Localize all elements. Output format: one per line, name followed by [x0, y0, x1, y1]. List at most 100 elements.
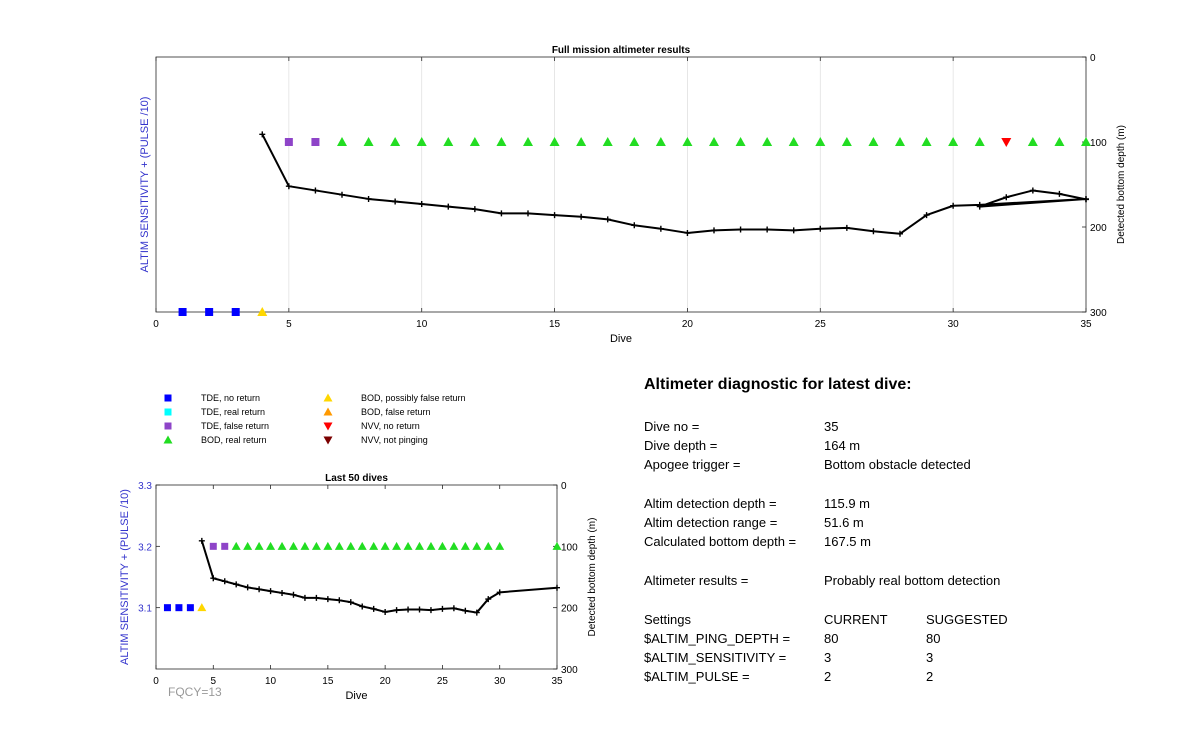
legend-label: BOD, real return — [201, 435, 267, 445]
last-50-marker-bod-real-return — [460, 541, 470, 550]
last-50-ytick-left-label: 3.2 — [138, 542, 152, 553]
full-mission-marker-bod-real-return — [655, 137, 666, 146]
last-50-depth-point — [267, 588, 274, 595]
legend-marker-bod-real-return — [163, 435, 173, 444]
full-mission-depth-point — [1083, 196, 1089, 203]
last-50-depth-point — [244, 584, 251, 591]
full-mission-depth-line — [261, 133, 1087, 235]
last-50-marker-bod-real-return — [266, 541, 276, 550]
last-50-xtick-label: 35 — [551, 676, 563, 687]
full-mission-depth-point — [365, 195, 372, 202]
last-50-plot-area — [155, 484, 558, 670]
legend-marker-tde-no-return — [164, 394, 172, 402]
legend-label: NVV, no return — [361, 421, 420, 431]
full-mission-depth-point — [551, 212, 558, 219]
full-mission-xtick-label: 25 — [815, 319, 827, 330]
full-mission-ylabel-left: ALTIM SENSITIVITY + (PULSE /10) — [139, 97, 151, 273]
last-50-xtick-label: 10 — [265, 676, 277, 687]
full-mission-marker-nvv-no-return — [1001, 138, 1012, 147]
setting-label: $ALTIM_PING_DEPTH = — [644, 631, 791, 646]
full-mission-depth-point — [817, 225, 824, 232]
legend-marker-nvv-not-pinging — [323, 436, 333, 445]
full-mission-xtick-label: 0 — [153, 319, 159, 330]
legend-label: NVV, not pinging — [361, 435, 428, 445]
last-50-depth-point — [233, 581, 240, 588]
last-50-depth-point — [198, 537, 205, 544]
fqcy-label: FQCY=13 — [168, 685, 222, 699]
full-mission-depth-point — [578, 213, 585, 220]
last-50-xtick-label: 0 — [153, 676, 159, 687]
diag-label: Altim detection range = — [644, 515, 778, 530]
last-50-ylabel-right: Detected bottom depth (m) — [587, 518, 598, 637]
full-mission-marker-bod-real-return — [1027, 137, 1038, 146]
last-50-marker-bod-real-return — [392, 541, 402, 550]
full-mission-depth-point — [392, 198, 399, 205]
legend-marker-tde-real-return — [164, 408, 172, 416]
last-50-marker-bod-real-return — [403, 541, 413, 550]
settings-label: Settings — [644, 612, 691, 627]
last-50-marker-bod-real-return — [380, 541, 390, 550]
last-50-depth-point — [405, 606, 412, 613]
full-mission-marker-bod-real-return — [974, 137, 985, 146]
full-mission-depth-point — [418, 201, 425, 208]
last-50-ytick-right-label: 200 — [561, 604, 578, 615]
setting-label: $ALTIM_PULSE = — [644, 669, 750, 684]
full-mission-depth-point — [897, 230, 903, 237]
last-50-depth-point — [210, 575, 217, 582]
last-50-depth-point — [290, 591, 297, 598]
full-mission-depth-point — [737, 226, 744, 233]
last-50-xtick-label: 15 — [322, 676, 334, 687]
diag-value: 35 — [824, 419, 839, 434]
last-50-xtick-label: 20 — [380, 676, 392, 687]
last-50-marker-tde-false-return — [221, 542, 229, 550]
last-50-marker-bod-real-return — [357, 541, 367, 550]
full-mission-depth-point — [843, 224, 850, 231]
full-mission-marker-bod-real-return — [948, 137, 959, 146]
last-50-xtick-label: 30 — [494, 676, 506, 687]
last-50-marker-bod-real-return — [346, 541, 356, 550]
legend-label: BOD, false return — [361, 407, 431, 417]
setting-suggested: 80 — [926, 631, 941, 646]
last-50-depth-point — [462, 607, 469, 614]
settings-current-header: CURRENT — [824, 612, 888, 627]
last-50-depth-point — [336, 597, 343, 604]
full-mission-depth-point — [285, 183, 292, 190]
diag-value: Probably real bottom detection — [824, 573, 1001, 588]
last-50-marker-bod-real-return — [369, 541, 379, 550]
full-mission-xtick-label: 10 — [416, 319, 428, 330]
last-50-marker-bod-real-return — [254, 541, 264, 550]
full-mission-marker-bod-real-return — [735, 137, 746, 146]
last-50-ytick-right-label: 100 — [561, 542, 578, 553]
full-mission-depth-point — [1056, 190, 1063, 197]
setting-label: $ALTIM_SENSITIVITY = — [644, 650, 787, 665]
full-mission-depth-point — [790, 227, 797, 234]
full-mission-marker-tde-no-return — [231, 308, 240, 316]
full-mission-depth-point — [498, 210, 505, 217]
last-50-depth-point — [473, 609, 480, 616]
full-mission-ytick-right-label: 200 — [1090, 223, 1107, 234]
full-mission-marker-bod-real-return — [337, 137, 347, 146]
last-50-depth-point — [393, 607, 400, 614]
full-mission-marker-bod-real-return — [576, 137, 587, 146]
setting-current: 3 — [824, 650, 832, 665]
last-50-ytick-right-label: 0 — [561, 481, 567, 492]
legend-marker-bod-false-return — [323, 407, 333, 416]
full-mission-ytick-right-label: 300 — [1090, 308, 1107, 319]
diag-value: 164 m — [824, 438, 861, 453]
full-mission-depth-point — [950, 202, 957, 209]
full-mission-marker-bod-real-return — [523, 137, 533, 146]
last-50-marker-bod-real-return — [300, 541, 310, 550]
full-mission-xtick-label: 5 — [286, 319, 292, 330]
full-mission-ytick-right-label: 0 — [1090, 53, 1096, 64]
full-mission-xtick-label: 35 — [1080, 319, 1092, 330]
last-50-marker-bod-real-return — [437, 541, 447, 550]
full-mission-marker-bod-real-return — [469, 137, 480, 146]
full-mission-marker-bod-real-return — [682, 137, 693, 146]
last-50-depth-point — [370, 605, 377, 612]
last-50-marker-tde-false-return — [209, 542, 217, 550]
last-50-marker-bod-real-return — [243, 541, 253, 550]
full-mission-marker-bod-real-return — [762, 137, 773, 146]
diag-label: Dive depth = — [644, 438, 718, 453]
last-50-marker-bod-real-return — [334, 541, 344, 550]
full-mission-marker-bod-real-return — [602, 137, 613, 146]
